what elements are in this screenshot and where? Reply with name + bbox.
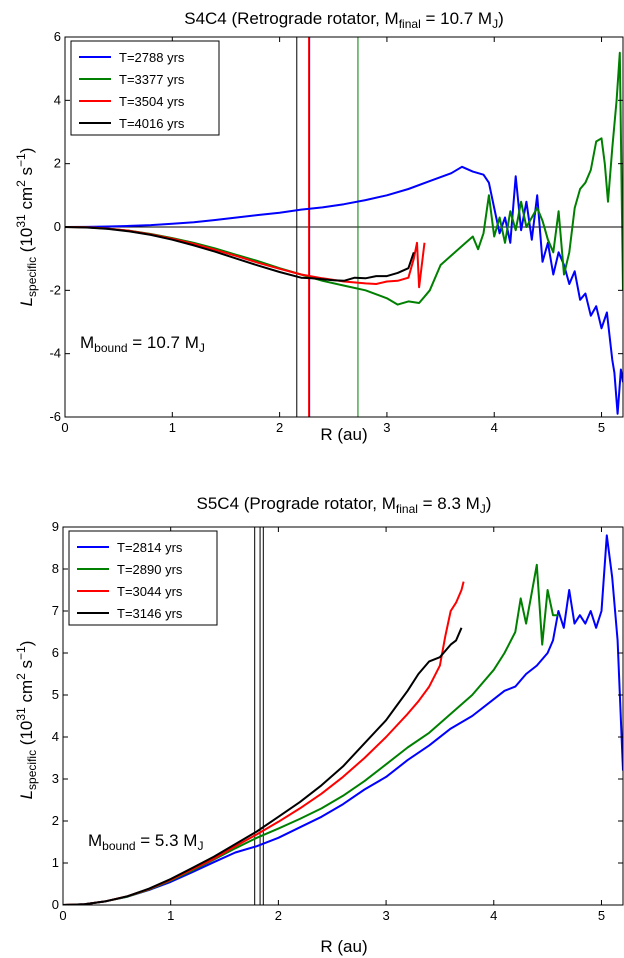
x-tick-label: 5: [598, 420, 605, 435]
x-tick-label: 2: [276, 420, 283, 435]
legend-label: T=2890 yrs: [117, 562, 183, 577]
y-tick-label: -6: [49, 409, 61, 424]
plot-frame: [62, 526, 624, 906]
series-line: [65, 226, 415, 282]
series-line: [63, 534, 623, 905]
x-axis-label: R (au): [320, 425, 367, 444]
y-tick-label: 8: [52, 561, 59, 576]
x-tick-label: 0: [59, 908, 66, 923]
y-tick-label: 6: [54, 29, 61, 44]
chart-title: S4C4 (Retrograde rotator, Mfinal = 10.7 …: [184, 9, 504, 31]
y-tick-label: 3: [52, 771, 59, 786]
series-line: [65, 51, 623, 306]
y-tick-label: 2: [54, 156, 61, 171]
y-tick-label: 5: [52, 687, 59, 702]
plot-area: [63, 527, 623, 905]
x-tick-label: 4: [490, 908, 497, 923]
svg-text:Lspecific (1031 cm2 s−1): Lspecific (1031 cm2 s−1): [14, 148, 39, 307]
legend-label: T=3146 yrs: [117, 606, 183, 621]
y-tick-label: 2: [52, 813, 59, 828]
y-tick-label: 0: [52, 897, 59, 912]
x-tick-label: 3: [382, 908, 389, 923]
legend-label: T=3377 yrs: [119, 72, 185, 87]
legend-label: T=3504 yrs: [119, 94, 185, 109]
x-tick-label: 0: [61, 420, 68, 435]
x-tick-label: 5: [598, 908, 605, 923]
legend-label: T=3044 yrs: [117, 584, 183, 599]
y-tick-label: 9: [52, 519, 59, 534]
series-line: [63, 627, 463, 905]
chart-title: S5C4 (Prograde rotator, Mfinal = 8.3 MJ): [197, 494, 492, 516]
mass-annotation: Mbound = 10.7 MJ: [80, 333, 205, 355]
y-tick-label: 6: [52, 645, 59, 660]
y-tick-label: 0: [54, 219, 61, 234]
y-tick-label: 4: [52, 729, 59, 744]
mass-annotation: Mbound = 5.3 MJ: [88, 831, 203, 853]
panel-bottom: S5C4 (Prograde rotator, Mfinal = 8.3 MJ)…: [14, 494, 624, 956]
y-axis-label: Lspecific (1031 cm2 s−1): [14, 148, 39, 307]
x-tick-label: 2: [275, 908, 282, 923]
y-tick-label: 7: [52, 603, 59, 618]
x-axis-label: R (au): [320, 937, 367, 956]
x-tick-label: 1: [169, 420, 176, 435]
y-tick-label: -4: [49, 346, 61, 361]
y-tick-label: 1: [52, 855, 59, 870]
svg-text:Lspecific (1031 cm2 s−1): Lspecific (1031 cm2 s−1): [14, 641, 39, 800]
x-tick-label: 1: [167, 908, 174, 923]
y-axis-label: Lspecific (1031 cm2 s−1): [14, 641, 39, 800]
legend-label: T=2814 yrs: [117, 540, 183, 555]
x-tick-label: 3: [383, 420, 390, 435]
legend-label: T=4016 yrs: [119, 116, 185, 131]
plot-area: [65, 37, 623, 417]
y-tick-label: -2: [49, 282, 61, 297]
y-tick-label: 4: [54, 92, 61, 107]
legend-label: T=2788 yrs: [119, 50, 185, 65]
panel-top: S4C4 (Retrograde rotator, Mfinal = 10.7 …: [14, 9, 624, 444]
series-line: [65, 165, 623, 415]
x-tick-label: 4: [491, 420, 498, 435]
